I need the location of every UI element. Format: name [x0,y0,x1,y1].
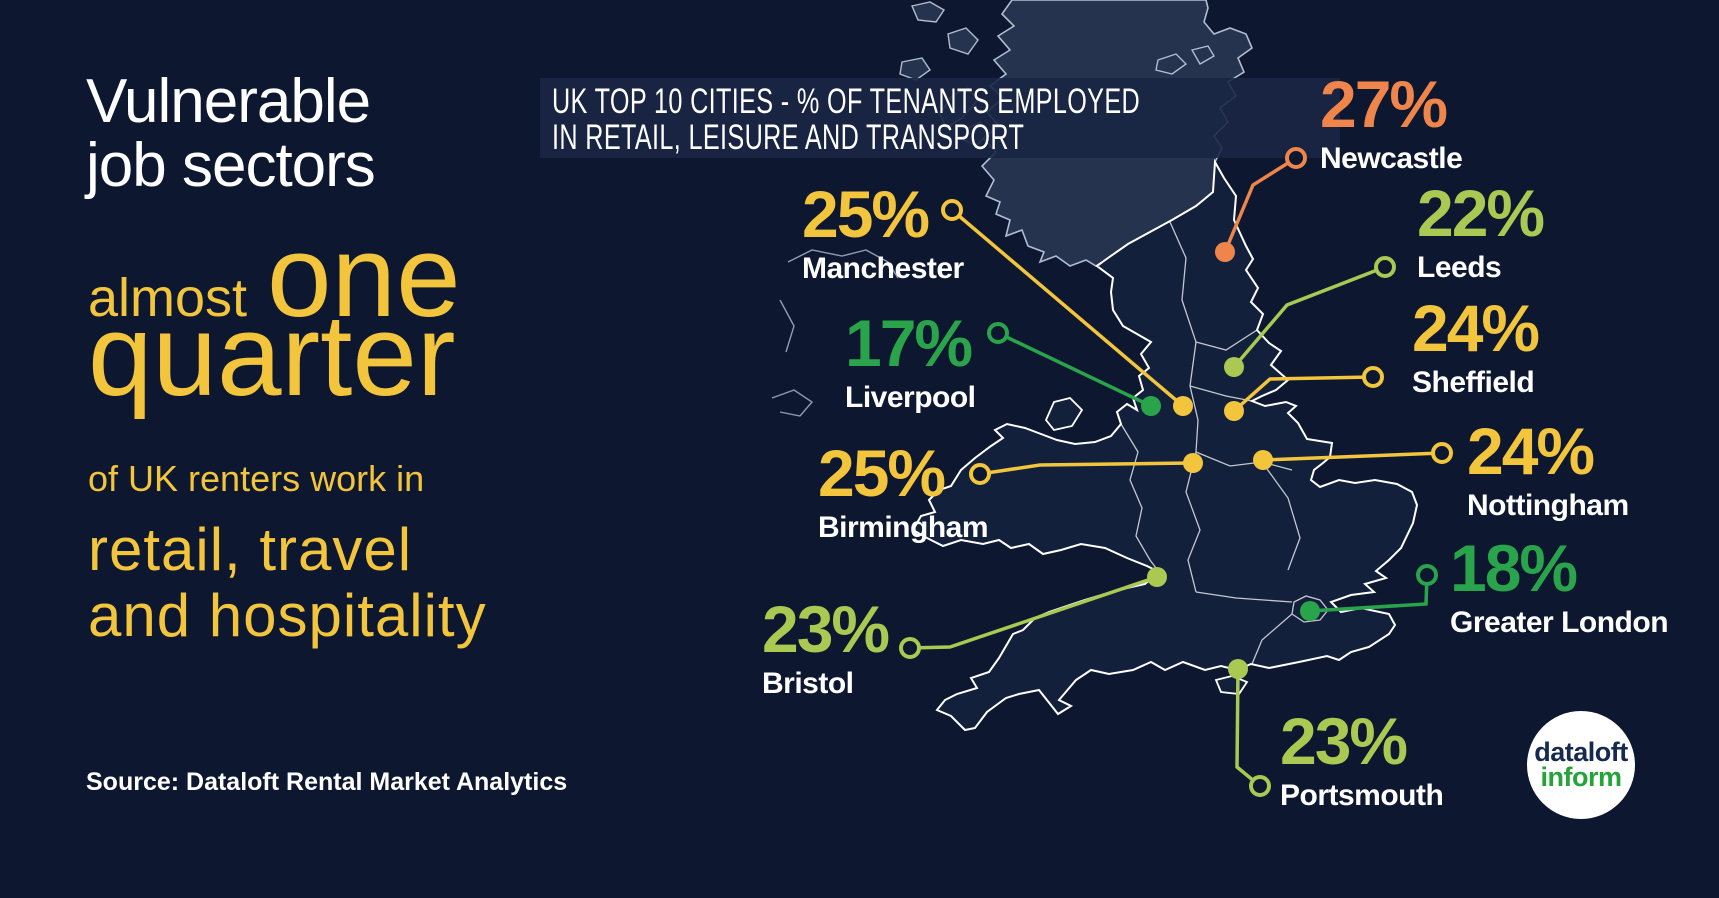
map-title-line2: IN RETAIL, LEISURE AND TRANSPORT [552,118,1025,157]
city-dot-liverpool [1141,396,1161,416]
callout-ring-birmingham [969,463,991,485]
city-value-nottingham: 24% [1467,414,1595,488]
city-value-portsmouth: 23% [1280,704,1408,778]
callout-line-manchester [950,208,1185,408]
city-dot-sheffield [1224,401,1244,421]
city-value-liverpool: 17% [845,306,973,380]
headline-stat-line1: almost one [88,218,461,356]
city-label-nottingham: 24% Nottingham [1467,414,1629,522]
city-label-manchester: 25% Manchester [802,177,964,285]
city-label-leeds: 22% Leeds [1417,176,1545,284]
city-name-manchester: Manchester [802,252,964,285]
city-dot-portsmouth [1228,659,1248,679]
city-label-portsmouth: 23% Portsmouth [1280,704,1444,812]
callout-ring-liverpool [987,322,1009,344]
city-label-bristol: 23% Bristol [762,592,890,700]
city-name-portsmouth: Portsmouth [1280,779,1444,812]
callout-ring-sheffield [1362,366,1384,388]
city-callouts [899,147,1453,797]
northern-ireland-coast [771,249,899,417]
city-label-liverpool: 17% Liverpool [845,306,976,414]
city-name-sheffield: Sheffield [1412,366,1535,399]
headline-stat-word1: one [267,211,461,341]
city-value-sheffield: 24% [1412,291,1540,365]
city-label-newcastle: 27% Newcastle [1320,67,1463,175]
sectors-line1: retail, travel [88,516,413,583]
callout-ring-manchester [941,199,963,221]
map-title-line1: UK TOP 10 CITIES - % OF TENANTS EMPLOYED [552,82,1141,121]
city-value-birmingham: 25% [818,436,946,510]
callout-ring-nottingham [1431,442,1453,464]
city-label-birmingham: 25% Birmingham [818,436,989,544]
title-backdrop [540,78,1340,158]
callout-line-leeds [1232,265,1386,369]
callout-line-liverpool [997,331,1152,408]
city-name-nottingham: Nottingham [1467,489,1629,522]
city-name-birmingham: Birmingham [818,511,989,544]
city-value-newcastle: 27% [1320,67,1448,141]
headline-stat-subtext: of UK renters work in [88,458,425,499]
map-title: UK TOP 10 CITIES - % OF TENANTS EMPLOYED… [552,84,1140,156]
callout-line-nottingham [1262,451,1443,462]
city-label-greater-london: 18% Greater London [1450,531,1669,639]
callout-ring-bristol [899,637,921,659]
city-name-liverpool: Liverpool [845,381,976,414]
city-name-greater-london: Greater London [1450,606,1669,639]
logo-text-inform: inform [1540,762,1623,792]
headline-stat-word2: quarter [88,290,456,420]
sectors-text: retail, travel and hospitality [88,517,487,649]
city-dot-manchester [1173,396,1193,416]
callout-line-sheffield [1232,375,1374,413]
orkney-islands [1155,45,1215,75]
city-value-leeds: 22% [1417,176,1545,250]
headline-stat-prefix: almost [88,268,248,328]
dataloft-inform-logo: dataloft inform [1527,711,1635,819]
england-wales-landmass [911,158,1419,732]
logo-text-dataloft: dataloft [1534,737,1628,767]
city-dot-birmingham [1183,453,1203,473]
city-name-bristol: Bristol [762,667,854,700]
city-value-bristol: 23% [762,592,890,666]
source-note: Source: Dataloft Rental Market Analytics [86,768,568,796]
callout-line-birmingham [979,461,1194,476]
page-title-line1: Vulnerable [86,67,371,136]
city-dot-newcastle [1215,242,1235,262]
city-label-sheffield: 24% Sheffield [1412,291,1540,399]
callout-line-newcastle [1223,156,1297,253]
page-title-line2: job sectors [86,131,376,200]
page-title: Vulnerable job sectors [86,67,376,200]
city-dot-bristol [1147,567,1167,587]
callout-line-bristol [909,575,1158,650]
city-dot-greater-london [1300,601,1320,621]
callout-ring-greater-london [1416,564,1438,586]
city-value-greater-london: 18% [1450,531,1578,605]
callout-ring-portsmouth [1249,775,1271,797]
city-name-newcastle: Newcastle [1320,142,1463,175]
sectors-line2: and hospitality [88,582,487,649]
city-dot-leeds [1224,357,1244,377]
region-borders [1120,221,1329,665]
callout-ring-leeds [1374,256,1396,278]
city-value-manchester: 25% [802,177,930,251]
callout-ring-newcastle [1285,147,1307,169]
city-dot-nottingham [1253,450,1273,470]
city-name-leeds: Leeds [1417,251,1502,284]
